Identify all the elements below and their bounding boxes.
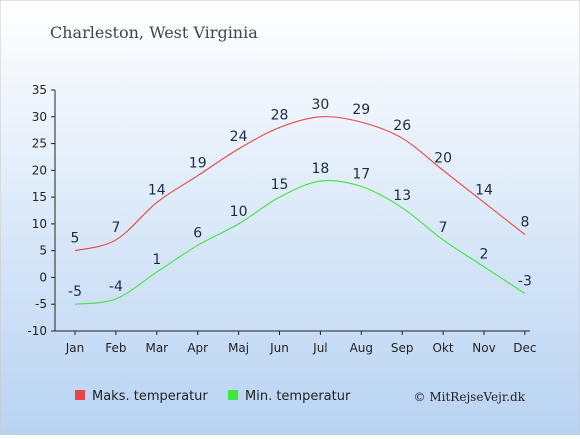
data-label: 7 (111, 220, 120, 236)
data-label: 7 (439, 220, 448, 236)
chart-title: Charleston, West Virginia (50, 23, 258, 42)
data-label: 29 (352, 102, 370, 118)
y-tick-label: 0 (39, 270, 47, 284)
y-tick-label: 15 (32, 190, 47, 204)
x-tick-label: Jan (65, 341, 85, 355)
x-tick-label: Feb (105, 341, 126, 355)
data-label: 5 (71, 231, 80, 247)
legend-swatch (228, 390, 238, 400)
series-layer (74, 116, 526, 305)
data-label: 24 (230, 129, 248, 145)
legend: Maks. temperatur Min. temperatur (75, 389, 351, 404)
legend-swatch (75, 390, 85, 400)
x-tick-label: Aug (350, 341, 373, 355)
data-label: 1 (152, 252, 161, 268)
data-label: 20 (434, 150, 452, 166)
legend-label: Maks. temperatur (92, 389, 208, 404)
y-tick-label: 10 (32, 217, 47, 231)
data-label: -5 (68, 284, 82, 300)
x-tick-label: Nov (472, 341, 495, 355)
data-label: 26 (393, 118, 411, 134)
y-tick-label: 5 (39, 244, 47, 258)
series-line-min (74, 179, 526, 305)
data-label: 15 (271, 177, 289, 193)
y-tick-label: 30 (32, 110, 47, 124)
x-tick-label: Dec (513, 341, 536, 355)
x-tick-label: Sep (391, 341, 414, 355)
x-tick-label: Apr (187, 341, 208, 355)
data-label: 8 (520, 215, 529, 231)
x-tick-label: Jun (269, 341, 289, 355)
data-label: 18 (311, 161, 329, 177)
data-label: 2 (480, 247, 489, 263)
x-tick-label: Okt (433, 341, 454, 355)
data-label: 17 (352, 166, 370, 182)
data-label: 10 (230, 204, 248, 220)
y-tick-label: -5 (35, 297, 47, 311)
x-tick-label: Maj (228, 341, 249, 355)
data-label: 6 (193, 225, 202, 241)
data-label: 30 (311, 97, 329, 113)
series-line-max (74, 116, 526, 252)
y-tick-label: 35 (32, 83, 47, 97)
data-label: 13 (393, 188, 411, 204)
x-tick-label: Mar (145, 341, 168, 355)
data-label: 14 (148, 182, 166, 198)
x-tick-label: Jul (312, 341, 327, 355)
data-label: -3 (518, 274, 532, 290)
y-tick-label: 25 (32, 137, 47, 151)
credit-text: © MitRejseVejr.dk (414, 390, 526, 404)
y-tick-label: -10 (27, 324, 47, 338)
data-label: 19 (189, 156, 207, 172)
data-label: -4 (109, 279, 123, 295)
data-labels: 5 7 14 19 24 28 30 29 26 20 14 8 -5 -4 1 6 10 15 18 17 13 7 2 -… (68, 97, 532, 300)
legend-label: Min. temperatur (245, 389, 351, 404)
data-label: 28 (271, 107, 289, 123)
data-label: 14 (475, 182, 493, 198)
y-tick-label: 20 (32, 163, 47, 177)
